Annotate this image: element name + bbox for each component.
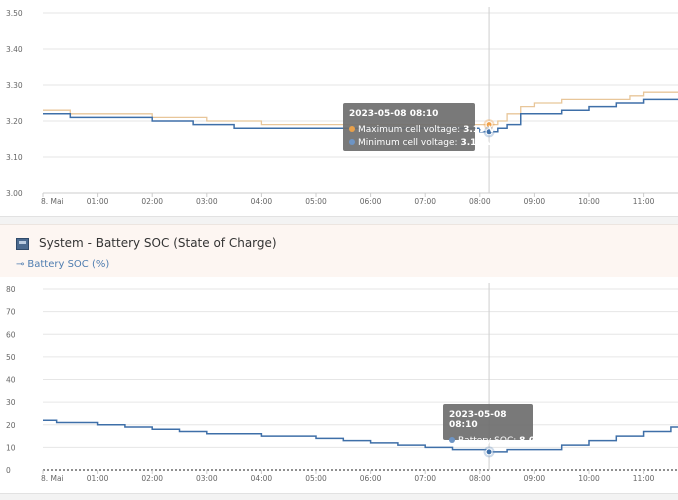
soc-tooltip: 2023-05-08 08:10 Battery SOC: 8.0 % [443,404,547,446]
soc-legend[interactable]: ⊸ Battery SOC (%) [16,259,109,270]
x-tick-label: 07:00 [414,197,436,206]
x-tick-label: 08:00 [469,197,491,206]
y-tick-label: 3.50 [6,9,23,18]
min-voltage-label: Minimum cell voltage: [358,138,458,148]
y-tick-label: 10 [6,443,16,452]
x-tick-label: 06:00 [360,474,382,483]
tooltip-row-soc: Battery SOC: 8.0 % [449,435,547,448]
battery-soc-chart[interactable]: 0 10 20 30 40 50 60 70 80 8. Mai 01:00 02:00 03:00 04… [0,277,678,493]
max-series-dot-icon [349,126,355,132]
soc-tooltip-label: Battery SOC: [458,436,517,446]
hover-marker [485,128,493,136]
hover-marker [485,121,493,129]
x-tick-label: 8. Mai [41,197,64,206]
y-tick-label: 3.10 [6,153,23,162]
x-tick-label: 06:00 [360,197,382,206]
x-tick-label: 11:00 [633,474,655,483]
x-tick-label: 04:00 [251,197,273,206]
y-tick-label: 3.00 [6,189,23,198]
x-tick-label: 03:00 [196,197,218,206]
y-tick-label: 50 [6,353,16,362]
min-series-dot-icon [349,139,355,145]
x-tick-label: 8. Mai [41,474,64,483]
soc-legend-label: Battery SOC (%) [27,259,110,270]
x-tick-label: 02:00 [141,197,163,206]
x-tick-label: 04:00 [251,474,273,483]
x-tick-label: 05:00 [305,474,327,483]
max-voltage-value: 3.19 V [463,125,496,135]
y-tick-label: 0 [6,466,11,475]
y-tick-label: 70 [6,308,16,317]
voltage-tooltip: 2023-05-08 08:10 Maximum cell voltage: 3… [343,103,495,151]
x-tick-label: 03:00 [196,474,218,483]
x-tick-label: 09:00 [524,474,546,483]
battery-soc-panel: 0 10 20 30 40 50 60 70 80 8. Mai 01:00 02:00 03:00 04… [0,277,678,494]
x-tick-label: 01:00 [87,474,109,483]
y-tick-label: 3.40 [6,45,23,54]
soc-series-dot-icon [449,437,455,443]
soc-tooltip-date: 2023-05-08 08:10 [449,410,507,430]
voltage-tooltip-date: 2023-05-08 08:10 [349,109,439,119]
y-tick-label: 40 [6,376,16,385]
legend-line-icon: ⊸ [16,259,25,270]
soc-tooltip-value: 8.0 % [519,436,548,446]
y-tick-label: 30 [6,398,16,407]
tooltip-row-min: Minimum cell voltage: 3.17 V [349,137,493,150]
max-voltage-label: Maximum cell voltage: [358,125,461,135]
x-tick-label: 07:00 [414,474,436,483]
cell-voltage-panel: 3.00 3.10 3.20 3.30 3.40 3.50 8. Mai 01:00 02:00… [0,0,678,217]
cell-voltage-chart[interactable]: 3.00 3.10 3.20 3.30 3.40 3.50 8. Mai 01:00 02:00… [0,0,678,216]
min-voltage-value: 3.17 V [460,138,493,148]
tooltip-row-max: Maximum cell voltage: 3.19 V [349,124,495,137]
y-tick-label: 3.20 [6,117,23,126]
x-tick-label: 05:00 [305,197,327,206]
hover-marker [485,448,493,456]
x-tick-label: 08:00 [469,474,491,483]
x-tick-label: 09:00 [524,197,546,206]
x-tick-label: 01:00 [87,197,109,206]
y-tick-label: 80 [6,285,16,294]
y-tick-label: 60 [6,330,16,339]
y-tick-label: 20 [6,421,16,430]
x-tick-label: 02:00 [141,474,163,483]
x-tick-label: 10:00 [578,474,600,483]
battery-icon [16,238,29,250]
y-tick-label: 3.30 [6,81,23,90]
series-line-0 [43,419,678,453]
x-tick-label: 10:00 [578,197,600,206]
x-tick-label: 11:00 [633,197,655,206]
soc-panel-title: System - Battery SOC (State of Charge) [39,236,277,250]
